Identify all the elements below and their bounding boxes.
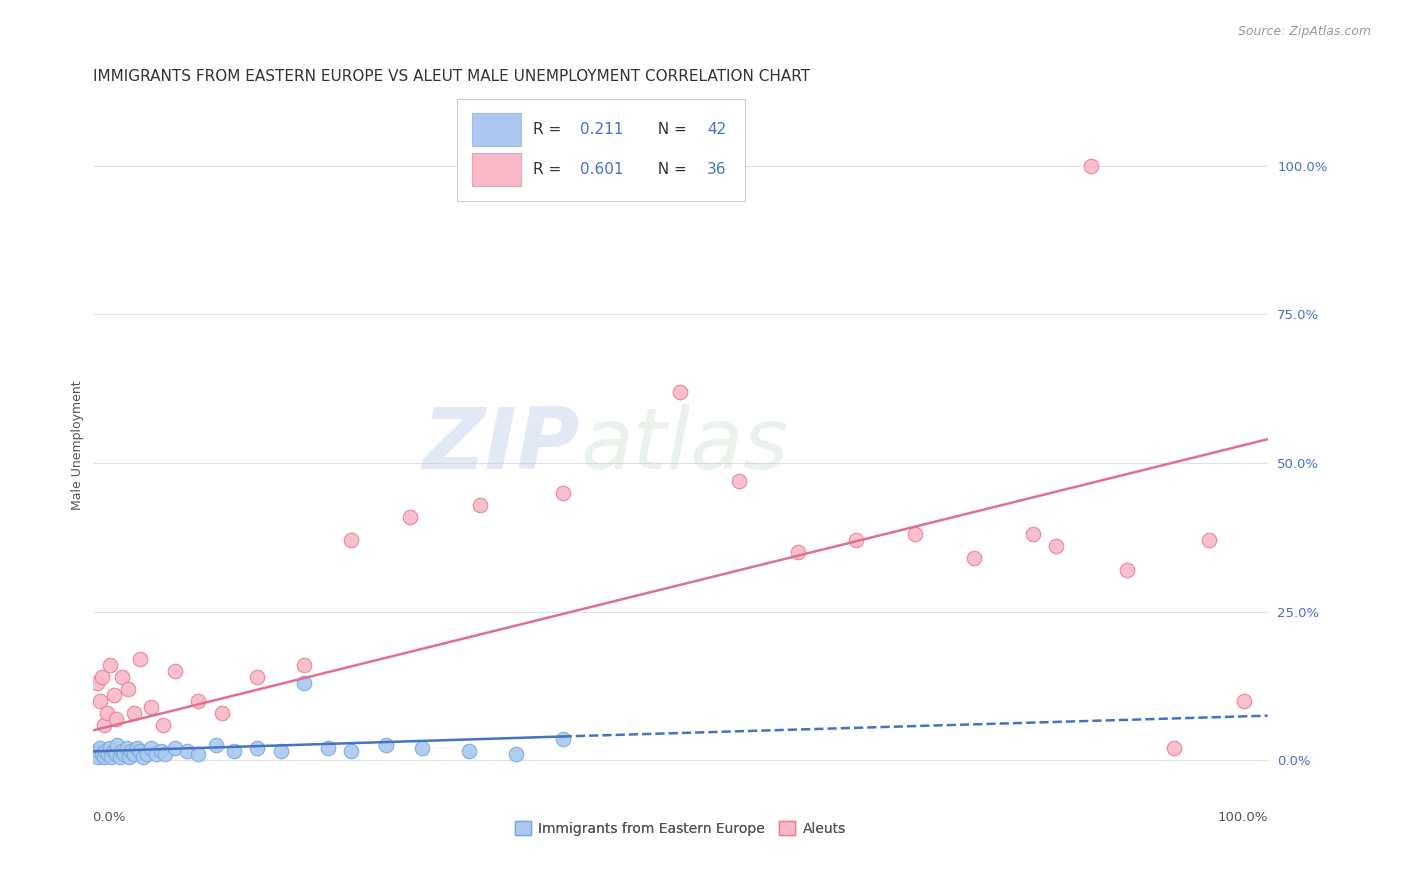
Point [87, 750, 110, 764]
Point [505, 747, 527, 762]
Point [316, 741, 339, 756]
Point [111, 744, 134, 758]
Text: 42: 42 [707, 122, 727, 137]
Point [270, 744, 292, 758]
Point [904, 527, 927, 541]
Point [105, 712, 128, 726]
Text: 36: 36 [707, 162, 727, 177]
Text: R =: R = [533, 162, 567, 177]
Point [89, 694, 111, 708]
Point [246, 741, 269, 756]
Point [340, 744, 363, 758]
Point [84, 744, 107, 758]
Point [115, 741, 138, 756]
Point [1198, 533, 1220, 548]
Point [89, 741, 111, 756]
Point [100, 750, 122, 764]
Point [187, 694, 209, 708]
Text: IMMIGRANTS FROM EASTERN EUROPE VS ALEUT MALE UNEMPLOYMENT CORRELATION CHART: IMMIGRANTS FROM EASTERN EUROPE VS ALEUT … [93, 69, 810, 84]
Text: atlas: atlas [581, 404, 789, 487]
Point [155, 747, 177, 762]
Point [163, 664, 186, 678]
Point [551, 485, 574, 500]
Point [118, 750, 141, 764]
Point [93, 717, 115, 731]
Point [105, 739, 128, 753]
Point [1045, 539, 1067, 553]
Point [292, 676, 315, 690]
Point [669, 384, 692, 399]
Text: 0.0%: 0.0% [93, 811, 127, 824]
Text: N =: N = [648, 122, 692, 137]
Point [127, 741, 149, 756]
Point [1163, 741, 1185, 756]
Point [132, 750, 155, 764]
Point [398, 509, 420, 524]
Point [786, 545, 808, 559]
Text: N =: N = [648, 162, 692, 177]
Point [1080, 159, 1102, 173]
Point [205, 739, 228, 753]
Point [98, 741, 121, 756]
Point [211, 706, 233, 720]
Point [222, 744, 245, 758]
Point [963, 551, 986, 566]
Point [1021, 527, 1043, 541]
Point [152, 717, 174, 731]
Point [98, 658, 121, 673]
FancyBboxPatch shape [457, 99, 745, 201]
Point [845, 533, 868, 548]
Point [103, 744, 125, 758]
Point [176, 744, 198, 758]
Text: R =: R = [533, 122, 567, 137]
Point [97, 747, 120, 762]
Point [105, 747, 128, 762]
Point [117, 681, 139, 696]
Point [141, 741, 163, 756]
Point [1115, 563, 1137, 577]
Point [96, 706, 118, 720]
Text: ZIP: ZIP [423, 404, 581, 487]
Point [292, 658, 315, 673]
Y-axis label: Male Unemployment: Male Unemployment [72, 380, 84, 510]
Point [128, 652, 150, 666]
Point [93, 750, 115, 764]
Point [149, 744, 172, 758]
Point [112, 747, 135, 762]
Point [145, 747, 167, 762]
Text: Source: ZipAtlas.com: Source: ZipAtlas.com [1237, 25, 1371, 38]
Point [728, 474, 751, 488]
Point [141, 699, 163, 714]
Text: 0.211: 0.211 [581, 122, 624, 137]
Point [457, 744, 479, 758]
Point [375, 739, 398, 753]
Point [128, 744, 150, 758]
Point [187, 747, 209, 762]
Point [246, 670, 269, 684]
Point [103, 688, 125, 702]
Point [122, 747, 145, 762]
Point [340, 533, 363, 548]
Point [411, 741, 433, 756]
Point [86, 676, 108, 690]
Point [163, 741, 186, 756]
Point [94, 744, 117, 758]
Legend: Immigrants from Eastern Europe, Aleuts: Immigrants from Eastern Europe, Aleuts [509, 815, 851, 841]
Point [120, 744, 142, 758]
Point [91, 747, 114, 762]
Point [108, 750, 131, 764]
Point [551, 732, 574, 747]
Point [122, 706, 145, 720]
Text: 100.0%: 100.0% [1218, 811, 1268, 824]
Text: 0.601: 0.601 [581, 162, 624, 177]
Point [111, 670, 134, 684]
Point [91, 670, 114, 684]
FancyBboxPatch shape [472, 113, 522, 145]
Point [135, 747, 157, 762]
Point [1233, 694, 1256, 708]
Point [470, 498, 492, 512]
FancyBboxPatch shape [472, 153, 522, 186]
